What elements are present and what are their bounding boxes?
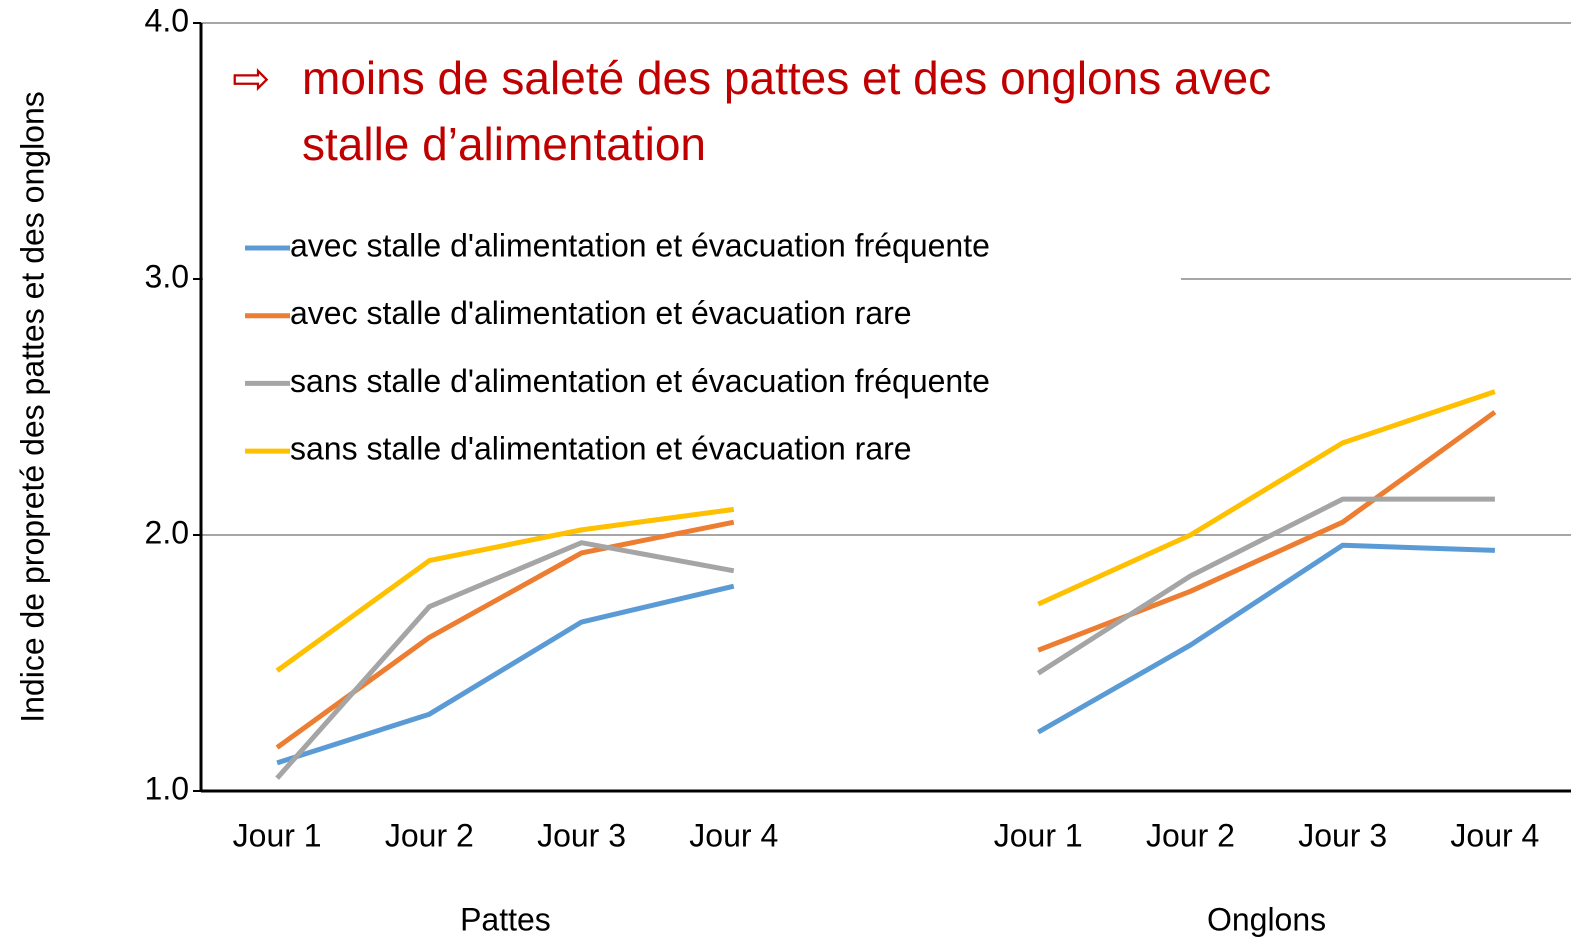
y-tick-label: 2.0 bbox=[145, 514, 189, 550]
x-tick-label: Jour 1 bbox=[233, 817, 322, 853]
legend-label: sans stalle d'alimentation et évacuation… bbox=[290, 363, 990, 399]
series-line bbox=[275, 389, 1496, 673]
legend-label: avec stalle d'alimentation et évacuation… bbox=[290, 227, 990, 263]
x-tick-label: Jour 4 bbox=[1450, 817, 1539, 853]
group-label: Pattes bbox=[460, 901, 551, 937]
series-line bbox=[276, 542, 1495, 766]
y-axis-label: Indice de propreté des pattes et des ong… bbox=[14, 91, 50, 723]
x-tick-label: Jour 2 bbox=[1146, 817, 1235, 853]
y-tick-label: 1.0 bbox=[145, 770, 189, 806]
legend-label: avec stalle d'alimentation et évacuation… bbox=[290, 295, 912, 331]
legend-background bbox=[203, 212, 1181, 484]
y-tick-label: 3.0 bbox=[145, 258, 189, 294]
annotation-marker: ⇨ bbox=[232, 52, 271, 104]
x-tick-label: Jour 2 bbox=[385, 817, 474, 853]
y-tick-label: 4.0 bbox=[145, 2, 189, 38]
legend-label: sans stalle d'alimentation et évacuation… bbox=[290, 431, 912, 467]
series-line bbox=[275, 496, 1495, 780]
x-tick-label: Jour 1 bbox=[994, 817, 1083, 853]
x-tick-label: Jour 4 bbox=[689, 817, 778, 853]
x-tick-label: Jour 3 bbox=[1298, 817, 1387, 853]
annotation: stalle d’alimentation bbox=[302, 118, 706, 170]
group-label: Onglons bbox=[1207, 901, 1326, 937]
annotation: moins de saleté des pattes et des onglon… bbox=[302, 52, 1271, 104]
x-tick-label: Jour 3 bbox=[537, 817, 626, 853]
